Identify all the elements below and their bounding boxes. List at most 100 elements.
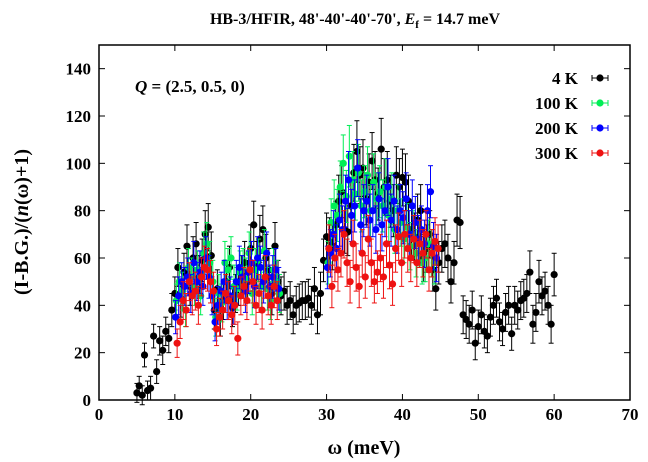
legend-marker: [596, 99, 604, 107]
data-point: [529, 320, 537, 328]
data-point: [428, 249, 436, 257]
data-point: [387, 216, 395, 224]
data-point: [191, 287, 199, 295]
x-tick-label: 0: [95, 405, 104, 424]
data-point: [401, 178, 410, 186]
data-point: [341, 197, 350, 205]
data-point: [184, 263, 193, 272]
data-point: [471, 339, 479, 347]
data-point: [357, 221, 365, 229]
data-point: [375, 195, 383, 203]
data-point: [307, 301, 315, 309]
data-point: [477, 311, 485, 319]
data-point: [370, 278, 378, 286]
data-point: [526, 268, 534, 276]
data-point: [346, 278, 354, 286]
data-point: [250, 221, 258, 229]
data-point: [498, 325, 507, 333]
y-tick-label: 20: [74, 344, 91, 363]
data-point: [514, 306, 522, 314]
data-point: [378, 221, 386, 229]
data-point: [159, 346, 167, 354]
data-point: [441, 240, 449, 248]
data-point: [355, 282, 363, 290]
series-2: [172, 139, 441, 342]
y-tick-label: 60: [74, 249, 91, 268]
data-point: [417, 207, 425, 215]
data-point: [304, 294, 312, 302]
data-point: [310, 285, 319, 293]
data-point: [410, 235, 418, 243]
data-marks: [133, 117, 558, 406]
data-point: [399, 214, 407, 222]
data-point: [253, 254, 262, 262]
data-point: [225, 297, 233, 305]
data-point: [261, 273, 269, 281]
data-point: [379, 273, 388, 281]
data-point: [172, 313, 180, 321]
data-point: [367, 259, 375, 267]
data-point: [175, 292, 183, 300]
data-point: [508, 330, 516, 338]
legend-marker: [596, 124, 604, 132]
data-point: [345, 152, 353, 160]
data-point: [392, 244, 400, 253]
data-point: [330, 202, 338, 210]
data-point: [532, 308, 540, 317]
data-point: [385, 261, 394, 269]
y-tick-label: 40: [74, 296, 91, 315]
data-point: [286, 297, 294, 305]
legend-marker: [596, 74, 604, 82]
data-point: [368, 157, 376, 165]
x-tick-label: 70: [622, 405, 639, 424]
data-point: [335, 216, 344, 224]
data-point: [183, 242, 191, 250]
data-point: [264, 292, 272, 300]
data-point: [369, 207, 377, 215]
data-point: [547, 320, 555, 328]
data-point: [135, 382, 143, 390]
data-point: [267, 301, 275, 309]
data-point: [140, 351, 149, 359]
data-point: [426, 188, 435, 196]
data-point: [398, 259, 406, 267]
data-point: [234, 334, 242, 343]
data-point: [235, 263, 243, 272]
data-point: [231, 301, 239, 309]
data-point: [465, 320, 473, 328]
data-point: [384, 183, 392, 191]
data-point: [388, 280, 397, 288]
data-point: [216, 313, 224, 321]
data-point: [483, 332, 491, 340]
data-point: [352, 263, 360, 272]
data-point: [495, 318, 504, 326]
data-point: [263, 249, 271, 257]
data-point: [492, 294, 501, 302]
data-point: [138, 391, 146, 399]
data-point: [544, 301, 552, 309]
data-point: [197, 273, 206, 281]
data-point: [402, 195, 410, 203]
data-point: [550, 270, 558, 279]
data-point: [270, 282, 278, 290]
data-point: [258, 306, 266, 314]
data-point: [219, 306, 227, 314]
data-point: [468, 306, 476, 314]
data-point: [370, 178, 378, 186]
data-point: [313, 311, 322, 319]
data-point: [237, 292, 245, 300]
data-point: [232, 278, 240, 286]
data-point: [273, 297, 281, 305]
data-point: [227, 254, 235, 262]
data-point: [182, 306, 190, 314]
data-point: [419, 249, 427, 257]
data-point: [489, 301, 498, 309]
data-point: [395, 233, 403, 241]
y-tick-label: 0: [83, 391, 92, 410]
data-point: [146, 384, 155, 392]
data-point: [249, 278, 257, 286]
data-point: [376, 188, 384, 196]
data-point: [404, 244, 412, 253]
data-point: [224, 266, 232, 274]
data-point: [271, 242, 279, 250]
